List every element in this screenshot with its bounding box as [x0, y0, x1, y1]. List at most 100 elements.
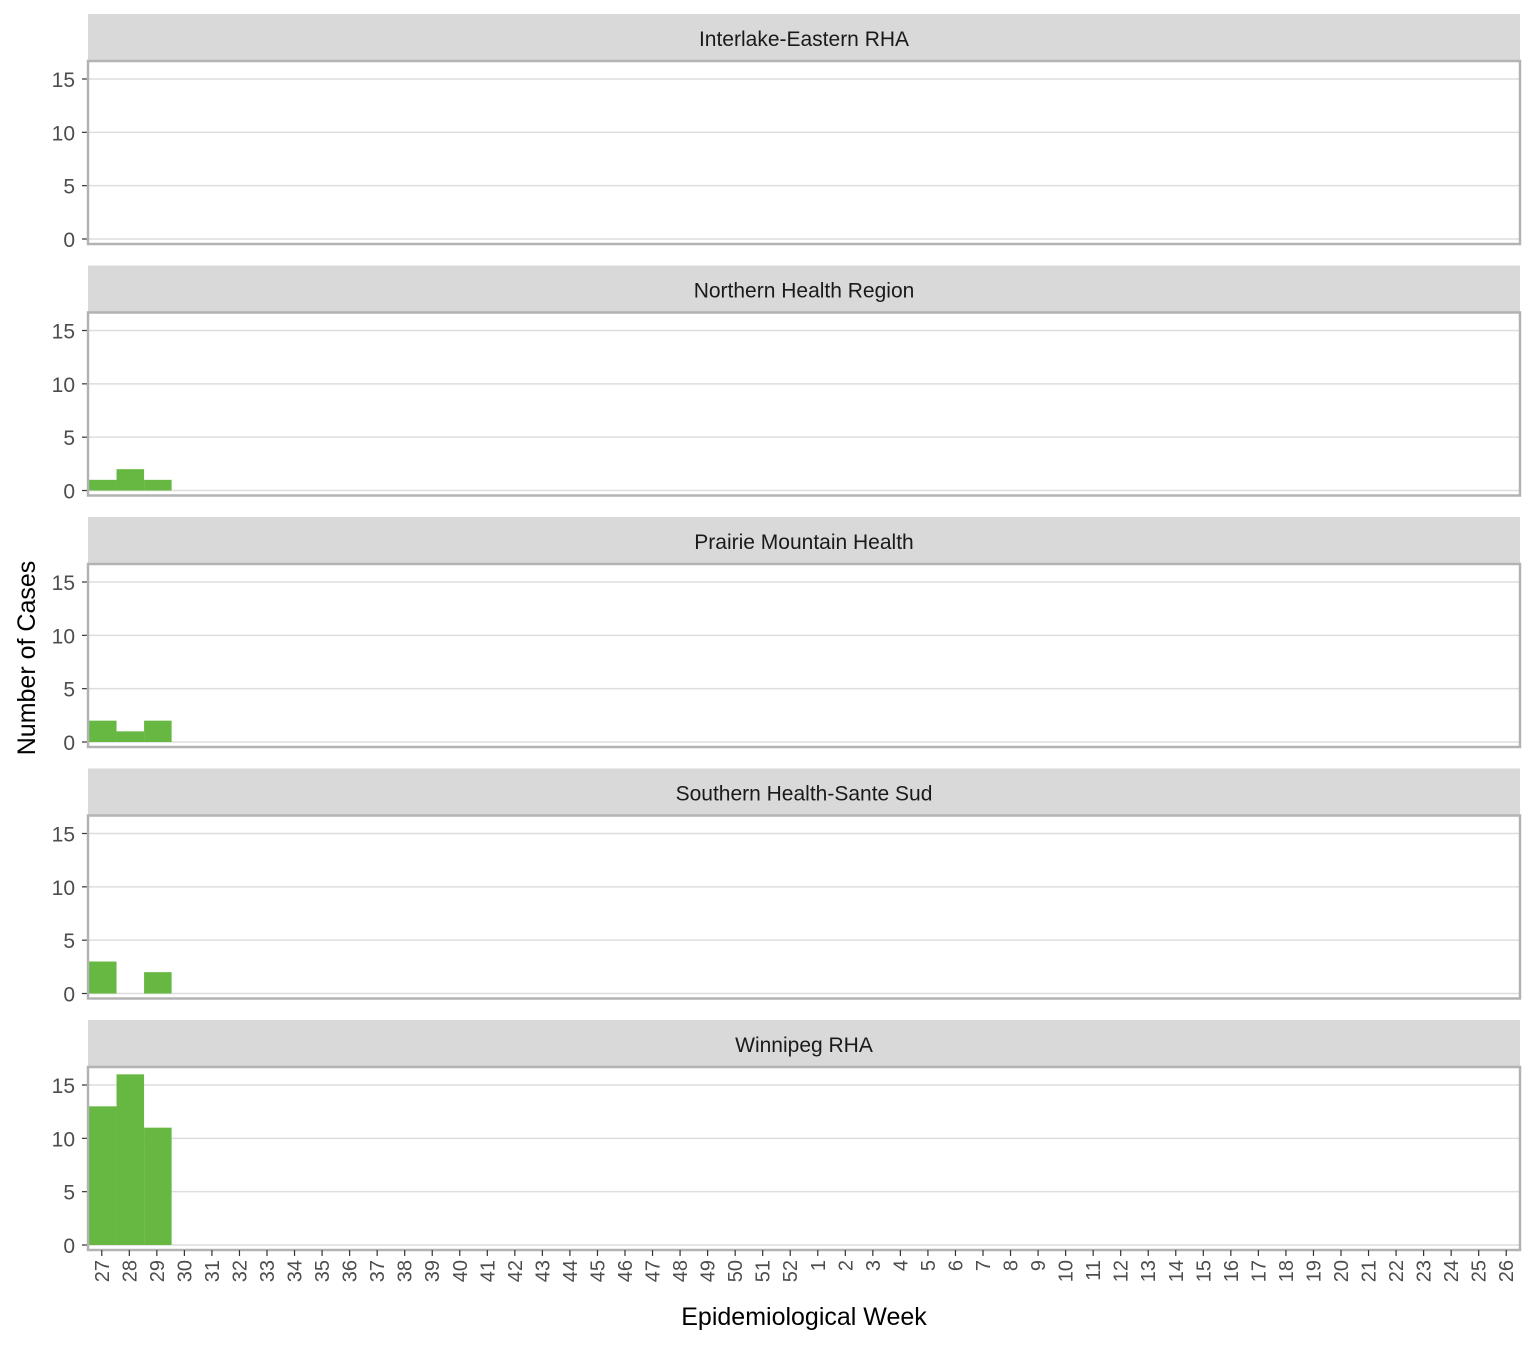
x-tick-label: 24 [1441, 1260, 1463, 1282]
bar [89, 1106, 117, 1245]
y-tick-label: 0 [63, 732, 75, 755]
x-tick-label: 46 [615, 1260, 637, 1282]
bar [116, 731, 145, 742]
facet-title: Northern Health Region [694, 280, 915, 303]
facet-title: Interlake-Eastern RHA [699, 28, 909, 51]
x-tick-label: 8 [1001, 1260, 1023, 1271]
x-tick-label: 10 [1056, 1260, 1078, 1282]
bar [89, 720, 117, 742]
x-tick-label: 19 [1303, 1260, 1325, 1282]
bar [116, 1074, 145, 1245]
x-tick-label: 2 [835, 1260, 857, 1271]
x-tick-label: 13 [1138, 1260, 1160, 1282]
x-tick-label: 1 [808, 1260, 830, 1271]
x-tick-label: 21 [1359, 1260, 1381, 1282]
x-tick-label: 25 [1469, 1260, 1491, 1282]
bar [144, 720, 172, 742]
x-tick-label: 36 [340, 1260, 362, 1282]
x-tick-label: 22 [1386, 1260, 1408, 1282]
x-tick-label: 32 [229, 1260, 251, 1282]
y-tick-label: 5 [63, 1182, 75, 1205]
x-tick-label: 30 [174, 1260, 196, 1282]
facet-title: Southern Health-Sante Sud [676, 783, 933, 806]
x-tick-label: 37 [367, 1260, 389, 1282]
x-tick-label: 29 [147, 1260, 169, 1282]
facet-strip [88, 14, 1520, 60]
y-tick-label: 10 [52, 374, 75, 397]
panel-background [88, 564, 1520, 747]
y-tick-label: 5 [63, 679, 75, 702]
panel-background [88, 815, 1520, 999]
x-tick-label: 16 [1221, 1260, 1243, 1282]
x-tick-label: 41 [477, 1260, 499, 1282]
panel-frame [86, 311, 1522, 497]
x-tick-label: 7 [973, 1260, 995, 1271]
bar [144, 972, 172, 994]
x-tick-label: 42 [505, 1260, 527, 1282]
x-tick-label: 49 [698, 1260, 720, 1282]
y-tick-label: 0 [63, 984, 75, 1007]
panel-frame [86, 1065, 1522, 1252]
x-tick-label: 31 [202, 1260, 224, 1282]
x-tick-label: 20 [1331, 1260, 1353, 1282]
panel-frame [86, 814, 1522, 1000]
x-tick-label: 50 [725, 1260, 747, 1282]
x-tick-label: 6 [945, 1260, 967, 1271]
x-tick-label: 34 [285, 1260, 307, 1282]
y-tick-label: 15 [52, 69, 75, 92]
facet-title: Prairie Mountain Health [694, 531, 913, 554]
x-tick-label: 17 [1248, 1260, 1270, 1282]
x-tick-label: 4 [890, 1260, 912, 1271]
x-tick-label: 12 [1111, 1260, 1133, 1282]
y-tick-label: 15 [52, 824, 75, 847]
x-tick-label: 27 [92, 1260, 114, 1282]
y-tick-label: 0 [63, 229, 75, 252]
bar [89, 479, 117, 491]
x-tick-label: 52 [780, 1260, 802, 1282]
x-tick-label: 5 [918, 1260, 940, 1271]
panel-background [88, 1067, 1520, 1250]
y-tick-label: 10 [52, 625, 75, 648]
x-tick-label: 3 [863, 1260, 885, 1271]
y-tick-label: 10 [52, 877, 75, 900]
y-tick-label: 5 [63, 176, 75, 199]
x-tick-label: 40 [450, 1260, 472, 1282]
bar [116, 469, 145, 491]
x-tick-label: 47 [643, 1260, 665, 1282]
bar [144, 479, 172, 491]
x-tick-label: 33 [257, 1260, 279, 1282]
facet-strip [88, 1020, 1520, 1066]
y-tick-label: 10 [52, 1128, 75, 1151]
y-axis-title: Number of Cases [13, 561, 41, 756]
x-tick-label: 9 [1028, 1260, 1050, 1271]
x-tick-label: 15 [1193, 1260, 1215, 1282]
x-tick-label: 45 [587, 1260, 609, 1282]
facet-strip [88, 265, 1520, 312]
x-tick-label: 43 [532, 1260, 554, 1282]
panel-background [88, 61, 1520, 244]
bar [144, 1127, 172, 1245]
x-tick-label: 11 [1083, 1260, 1105, 1281]
x-tick-label: 28 [119, 1260, 141, 1282]
x-tick-label: 48 [670, 1260, 692, 1282]
facet-strip [88, 517, 1520, 563]
x-tick-label: 44 [560, 1260, 582, 1282]
x-tick-label: 26 [1496, 1260, 1518, 1282]
facet-title: Winnipeg RHA [735, 1034, 873, 1057]
x-tick-label: 51 [753, 1260, 775, 1282]
panel-frame [86, 59, 1522, 246]
panel-background [88, 312, 1520, 496]
y-tick-label: 10 [52, 122, 75, 145]
y-tick-label: 5 [63, 930, 75, 953]
facet-strip [88, 768, 1520, 815]
x-tick-label: 38 [395, 1260, 417, 1282]
y-tick-label: 15 [52, 572, 75, 595]
y-tick-label: 5 [63, 427, 75, 450]
y-tick-label: 0 [63, 481, 75, 504]
x-tick-label: 18 [1276, 1260, 1298, 1282]
y-tick-label: 15 [52, 1075, 75, 1098]
x-tick-label: 23 [1414, 1260, 1436, 1282]
y-tick-label: 0 [63, 1235, 75, 1258]
